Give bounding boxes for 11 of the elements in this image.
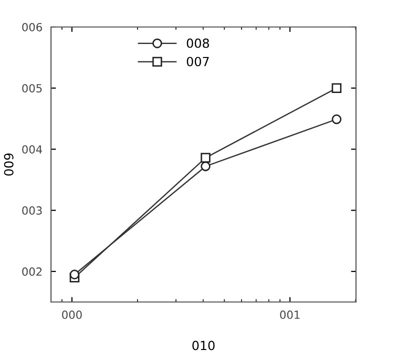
x-tick-label: 001 [280, 310, 300, 319]
y-tick-label: 002 [22, 267, 42, 276]
y-tick-label: 003 [22, 206, 42, 215]
y-tick-label: 004 [22, 145, 42, 154]
y-axis-title: 009 [4, 153, 14, 176]
x-axis-title: 010 [192, 340, 215, 350]
y-tick-label: 005 [22, 84, 42, 92]
legend-label: 007 [186, 56, 209, 66]
legend-label: 008 [186, 38, 210, 48]
x-tick-label: 000 [62, 310, 82, 319]
y-tick-label: 006 [22, 22, 42, 32]
